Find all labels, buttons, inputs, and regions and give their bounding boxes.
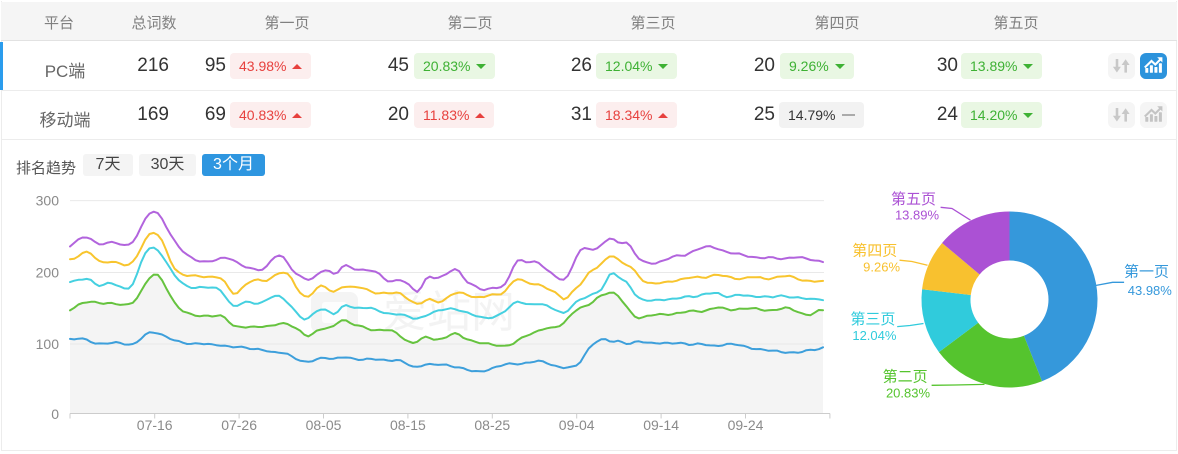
- svg-text:第二页: 第二页: [883, 368, 928, 386]
- svg-text:9.26%: 9.26%: [863, 260, 900, 275]
- svg-text:09-04: 09-04: [559, 417, 595, 433]
- svg-text:08-25: 08-25: [474, 417, 510, 433]
- svg-text:300: 300: [36, 193, 60, 209]
- svg-text:100: 100: [36, 336, 60, 352]
- svg-text:08-15: 08-15: [390, 417, 426, 433]
- svg-text:09-14: 09-14: [643, 417, 679, 433]
- svg-text:0: 0: [51, 406, 59, 422]
- svg-text:第三页: 第三页: [850, 310, 895, 328]
- svg-text:07-26: 07-26: [221, 417, 257, 433]
- svg-text:20.83%: 20.83%: [886, 386, 931, 401]
- svg-text:第四页: 第四页: [852, 242, 897, 260]
- svg-text:09-24: 09-24: [728, 417, 764, 433]
- svg-text:第五页: 第五页: [891, 190, 936, 208]
- svg-text:43.98%: 43.98%: [1128, 283, 1173, 298]
- svg-text:08-05: 08-05: [306, 417, 342, 433]
- svg-text:200: 200: [36, 265, 60, 281]
- svg-text:第一页: 第一页: [1124, 262, 1169, 280]
- svg-text:12.04%: 12.04%: [852, 328, 897, 343]
- svg-text:13.89%: 13.89%: [895, 208, 940, 223]
- svg-text:07-16: 07-16: [137, 417, 173, 433]
